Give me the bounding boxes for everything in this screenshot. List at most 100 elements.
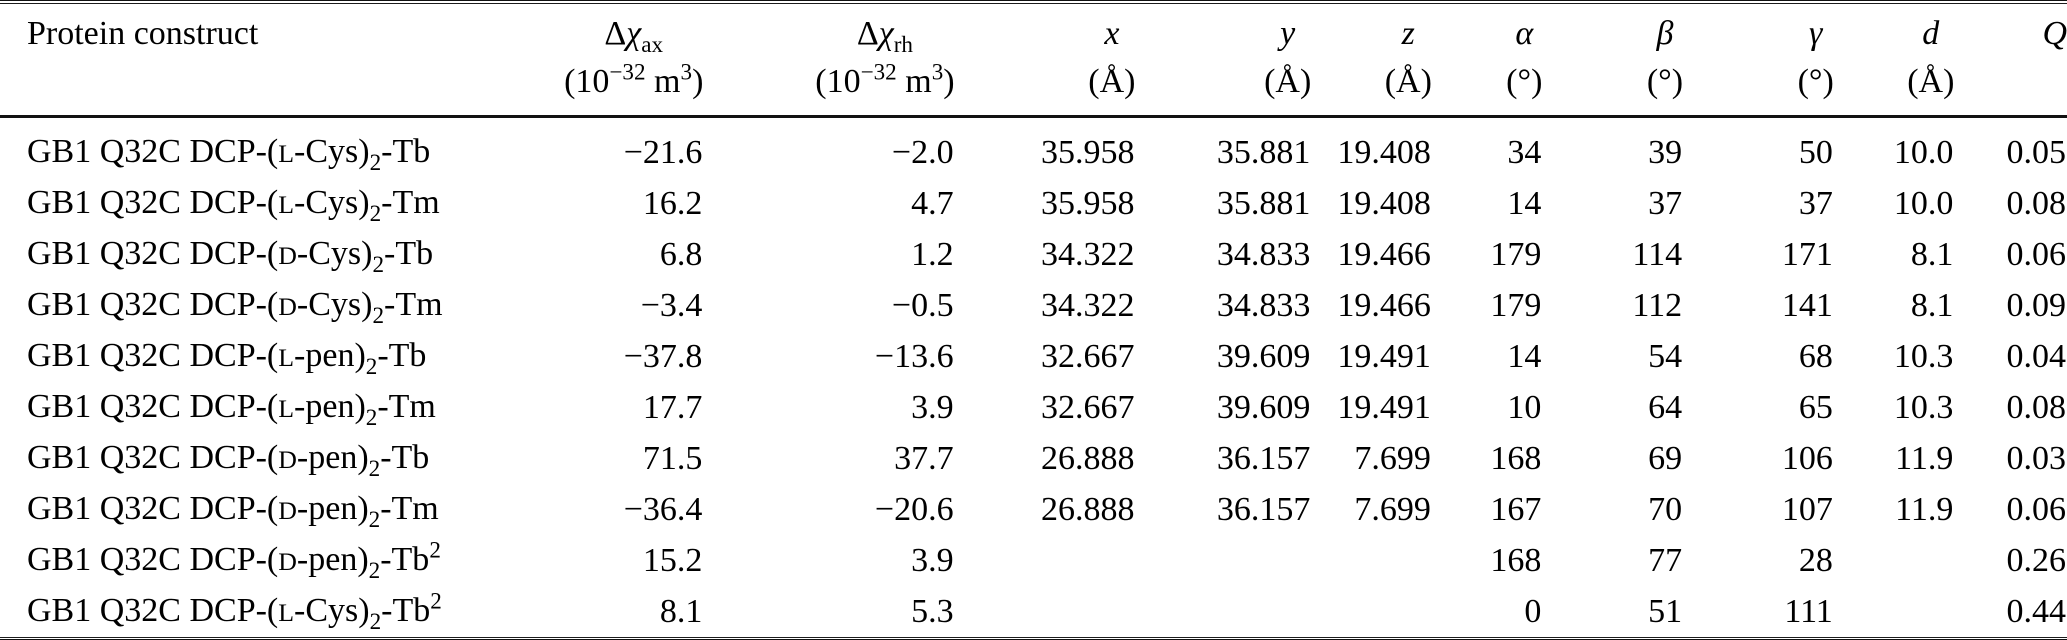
text-part-t: (°) — [1646, 63, 1684, 101]
text-part-t: GB1 Q32C DCP-( — [27, 541, 279, 579]
col-header-x: x (Å) — [954, 9, 1136, 119]
text-part-t: Δ — [856, 15, 879, 53]
text-part-sc: D — [278, 496, 297, 526]
cell-y: 34.833 — [1216, 287, 1311, 325]
text-part-i: β — [1656, 15, 1674, 53]
text-part-i: d — [1922, 15, 1940, 53]
cell-dchi-ax: 8.1 — [659, 593, 703, 631]
table-row: GB1 Q32C DCP-(D-pen)2-Tm −36.4 −20.6 26.888… — [0, 484, 2067, 535]
text-part-t: (°) — [1797, 63, 1834, 101]
cell-dchi-ax: 15.2 — [642, 542, 703, 580]
cell-dchi-ax: −21.6 — [623, 134, 703, 172]
cell-beta: 69 — [1648, 440, 1683, 478]
cell-q: 0.03 — [2006, 440, 2067, 478]
text-part-t: -pen) — [296, 541, 369, 579]
cell-q: 0.05 — [2006, 134, 2067, 172]
cell-x: 26.888 — [1040, 491, 1135, 529]
cell-x: 34.322 — [1040, 236, 1135, 274]
text-part-sub: rh — [893, 32, 913, 59]
cell-y: 34.833 — [1216, 236, 1311, 274]
text-part-t: Δ — [604, 15, 627, 53]
text-part-sc: L — [278, 343, 295, 373]
text-part-sub: 2 — [365, 405, 378, 432]
cell-z: 19.466 — [1337, 287, 1431, 325]
cell-x — [955, 586, 1136, 637]
cell-gamma: 68 — [1798, 338, 1833, 376]
cell-y: 35.881 — [1216, 134, 1311, 172]
cell-z — [1311, 586, 1432, 637]
cell-d — [1834, 535, 1955, 586]
text-part-sup: 2 — [429, 537, 441, 564]
text-part-sub: 2 — [372, 303, 385, 330]
text-part-t: GB1 Q32C DCP-( — [27, 286, 279, 324]
cell-x: 32.667 — [1040, 338, 1135, 376]
cell-construct: GB1 Q32C DCP-(D-Cys)2-Tm — [0, 280, 523, 331]
col-header-construct: Protein construct — [0, 9, 523, 119]
cell-d: 10.3 — [1893, 338, 1954, 376]
cell-x — [955, 535, 1136, 586]
cell-alpha: 179 — [1490, 236, 1542, 274]
text-part-sub: 2 — [369, 150, 382, 177]
cell-x: 32.667 — [1040, 389, 1135, 427]
text-part-t: -Tm — [381, 184, 440, 222]
col-header-gamma: γ (°) — [1683, 9, 1834, 119]
text-part-i: χ — [878, 15, 894, 53]
text-part-t: (Å) — [1384, 63, 1432, 101]
table-row: GB1 Q32C DCP-(L-Cys)2-Tb −21.6 −2.0 35.958 3… — [0, 117, 2067, 179]
text-part-t: GB1 Q32C DCP-( — [27, 184, 279, 222]
cell-z: 19.408 — [1337, 185, 1431, 223]
text-part-t: -Tb — [384, 235, 434, 273]
text-part-i: y — [1280, 15, 1296, 53]
text-part-sc: D — [278, 241, 297, 271]
text-part-t: GB1 Q32C DCP-( — [27, 490, 279, 528]
cell-alpha: 34 — [1507, 134, 1542, 172]
cell-x: 26.888 — [1040, 440, 1135, 478]
col-header-z: z (Å) — [1311, 9, 1432, 119]
cell-d: 8.1 — [1910, 236, 1954, 274]
text-part-t: -Tb — [381, 592, 431, 630]
cell-construct: GB1 Q32C DCP-(L-pen)2-Tb — [0, 331, 523, 382]
text-part-sub: 2 — [365, 354, 378, 381]
text-part-sup: 2 — [430, 588, 442, 615]
text-part-i: z — [1401, 15, 1415, 53]
cell-construct: GB1 Q32C DCP-(D-Cys)2-Tb — [0, 229, 523, 280]
col-header-y: y (Å) — [1135, 9, 1312, 119]
cell-q: 0.06 — [2006, 236, 2067, 274]
text-part-sc: D — [278, 445, 297, 475]
text-part-t: -Cys) — [294, 592, 370, 630]
cell-gamma: 106 — [1781, 440, 1833, 478]
cell-y — [1135, 535, 1311, 586]
text-part-t: GB1 Q32C DCP-( — [27, 388, 279, 426]
cell-q: 0.09 — [2006, 287, 2067, 325]
cell-q: 0.08 — [2006, 185, 2067, 223]
text-part-sub: ax — [641, 32, 664, 59]
text-part-t: -Tb — [380, 439, 430, 477]
table-row: GB1 Q32C DCP-(L-pen)2-Tb −37.8 −13.6 32.667… — [0, 331, 2067, 382]
cell-dchi-rh: 1.2 — [911, 236, 954, 274]
text-part-t: m — [645, 63, 681, 101]
table-row: GB1 Q32C DCP-(L-Cys)2-Tm 16.2 4.7 35.958 35.… — [0, 178, 2067, 229]
cell-z: 19.466 — [1337, 236, 1431, 274]
cell-dchi-ax: −3.4 — [640, 287, 703, 325]
table-body: GB1 Q32C DCP-(L-Cys)2-Tb −21.6 −2.0 35.958 3… — [0, 117, 2067, 638]
cell-gamma: 111 — [1784, 593, 1833, 631]
cell-beta: 64 — [1648, 389, 1683, 427]
cell-d: 8.1 — [1910, 287, 1954, 325]
cell-dchi-ax: 17.7 — [642, 389, 703, 427]
text-part-t: ) — [692, 63, 704, 101]
cell-beta: 51 — [1648, 593, 1683, 631]
text-part-sc: L — [278, 598, 295, 628]
cell-dchi-ax: 16.2 — [642, 185, 703, 223]
cell-gamma: 28 — [1798, 542, 1833, 580]
text-part-i: Q — [2042, 15, 2067, 53]
text-part-t: -Tb — [377, 337, 427, 375]
cell-dchi-rh: 3.9 — [911, 542, 954, 580]
text-part-sub: 2 — [369, 609, 382, 636]
table-header: Protein construct Δχax (10−32 m3) Δχrh (10−3… — [0, 9, 2067, 119]
text-part-sc: L — [278, 394, 295, 424]
cell-beta: 37 — [1648, 185, 1683, 223]
cell-d — [1834, 586, 1955, 637]
col-header-q: Q — [1954, 9, 2067, 119]
cell-alpha: 168 — [1490, 440, 1542, 478]
cell-q: 0.06 — [2006, 491, 2067, 529]
